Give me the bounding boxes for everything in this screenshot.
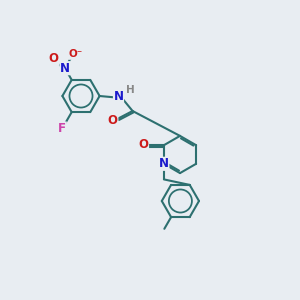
Text: N: N — [159, 157, 169, 170]
Text: O: O — [108, 113, 118, 127]
Text: N: N — [113, 90, 124, 104]
Text: O: O — [139, 138, 148, 151]
Text: N: N — [60, 62, 70, 75]
Text: O: O — [49, 52, 58, 65]
Text: F: F — [58, 122, 66, 135]
Text: O⁻: O⁻ — [69, 49, 83, 59]
Text: H: H — [126, 85, 134, 95]
